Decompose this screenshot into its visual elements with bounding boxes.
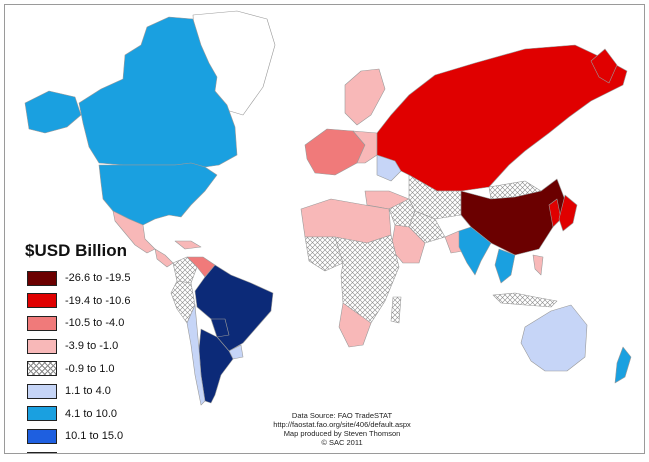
southeast-asia-region [494, 248, 516, 284]
central-america-region [154, 248, 174, 268]
legend-item: -19.4 to -10.6 [27, 290, 130, 313]
australia-region [520, 304, 588, 372]
philippines-region [532, 254, 544, 276]
legend-label: 10.1 to 15.0 [65, 430, 124, 443]
map-frame: $USD Billion -26.6 to -19.5 -19.4 to -10.… [4, 4, 645, 454]
data-source-text: Data Source: FAO TradeSTAT [291, 411, 393, 420]
legend-swatch [27, 338, 57, 354]
legend-label: -3.9 to -1.0 [65, 340, 119, 353]
west-africa-region [304, 236, 344, 272]
legend-label: 4.1 to 10.0 [65, 407, 117, 420]
kamchatka-region [590, 48, 618, 84]
legend-swatch [27, 270, 57, 286]
south-africa-region [338, 302, 372, 348]
indonesia-region [492, 292, 558, 308]
legend-item: 15.1 to 34.1 [27, 448, 130, 454]
india-region [458, 226, 492, 276]
paraguay-region [210, 318, 230, 338]
credits: Data Source: FAO TradeSTAT http://faosta… [257, 411, 427, 447]
legend-swatch [27, 383, 57, 399]
legend: -26.6 to -19.5 -19.4 to -10.6 -10.5 to -4.… [27, 267, 130, 454]
legend-swatch [27, 428, 57, 444]
world-map [24, 10, 632, 406]
legend-item: -0.9 to 1.0 [27, 357, 130, 380]
author-text: Map produced by Steven Thomson [283, 429, 401, 438]
legend-swatch [27, 315, 57, 331]
legend-label: -19.4 to -10.6 [65, 294, 131, 307]
colombia-region [172, 256, 198, 284]
western-europe-region [304, 128, 366, 176]
legend-item: 4.1 to 10.0 [27, 403, 130, 426]
scandinavia-region [344, 68, 386, 126]
legend-swatch [27, 451, 57, 453]
legend-label: -10.5 to -4.0 [65, 317, 125, 330]
legend-title: $USD Billion [25, 241, 128, 260]
russia-region [376, 44, 628, 192]
legend-item: -10.5 to -4.0 [27, 312, 130, 335]
chile-region [186, 304, 206, 406]
legend-label: -0.9 to 1.0 [65, 362, 115, 375]
alaska-region [24, 90, 82, 134]
japan-region [558, 194, 578, 232]
iran-region [408, 210, 446, 244]
mexico-region [112, 210, 156, 254]
caribbean-region [174, 240, 202, 250]
legend-item: 1.1 to 4.0 [27, 380, 130, 403]
legend-item: -3.9 to -1.0 [27, 335, 130, 358]
madagascar-region [390, 296, 402, 324]
legend-swatch [27, 361, 57, 377]
legend-label: -26.6 to -19.5 [65, 272, 131, 285]
legend-item: -26.6 to -19.5 [27, 267, 130, 290]
source-url-text: http://faostat.fao.org/site/406/default.… [273, 420, 411, 429]
legend-item: 10.1 to 15.0 [27, 425, 130, 448]
legend-swatch [27, 406, 57, 422]
copyright-text: © SAC 2011 [321, 438, 363, 447]
legend-label: 15.1 to 34.1 [65, 453, 123, 454]
new-zealand-region [614, 346, 632, 384]
legend-swatch [27, 293, 57, 309]
legend-label: 1.1 to 4.0 [65, 385, 111, 398]
usa-region [98, 162, 218, 226]
